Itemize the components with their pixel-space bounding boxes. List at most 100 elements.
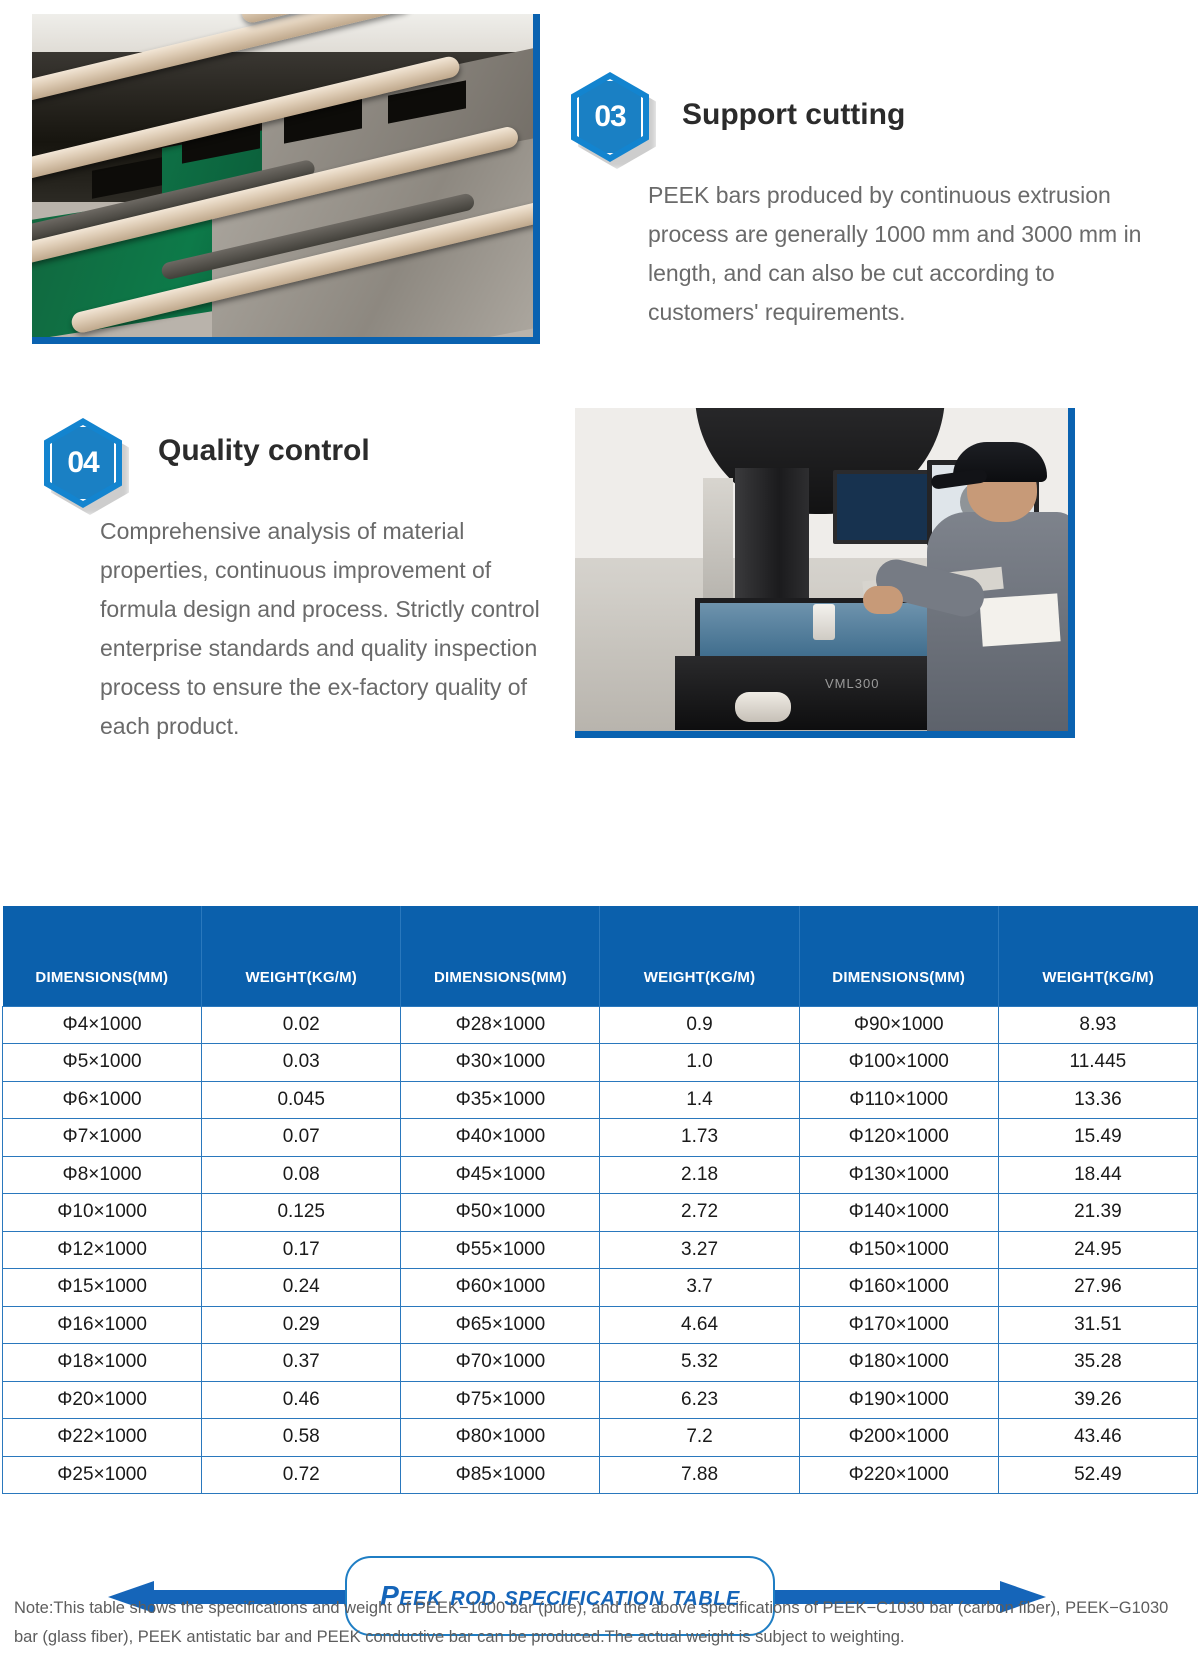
table-row: Φ5×1000 0.03 Φ30×1000 1.0 Φ100×1000 11.445	[1, 1043, 1199, 1082]
section-title-support-cutting: Support cutting	[682, 98, 906, 131]
photo-quality-inspection: VML300	[575, 408, 1075, 738]
section-body-support-cutting: PEEK bars produced by continuous extrusi…	[648, 182, 1142, 325]
table-cell: Φ180×1000	[798, 1343, 999, 1382]
table-cell: 21.39	[997, 1193, 1199, 1232]
table-cell: 13.36	[997, 1080, 1199, 1119]
table-cell: Φ5×1000	[1, 1043, 203, 1082]
table-cell: 0.29	[201, 1305, 402, 1344]
photo-peek-rods-conveyor	[32, 14, 540, 344]
table-cell: 1.0	[599, 1043, 800, 1082]
table-footnote: Note:This table shows the specifications…	[14, 1599, 1169, 1646]
table-cell: Φ65×1000	[400, 1305, 601, 1344]
table-cell: 35.28	[997, 1343, 1199, 1382]
banner-title: Peek rod specification table	[380, 1580, 740, 1611]
table-cell: 8.93	[997, 1005, 1199, 1044]
table-cell: 6.23	[599, 1380, 800, 1419]
step-badge-04: 04	[44, 418, 129, 515]
table-cell: Φ20×1000	[1, 1380, 203, 1419]
table-cell: 24.95	[997, 1230, 1199, 1269]
table-cell: Φ70×1000	[400, 1343, 601, 1382]
table-cell: Φ28×1000	[400, 1005, 601, 1044]
photo-monitor-left	[833, 470, 931, 544]
table-cell: 1.4	[599, 1080, 800, 1119]
photo-operator-hand	[863, 586, 903, 614]
table-header-cell: DIMENSIONS(MM)	[400, 906, 601, 1006]
photo-paper-sheet	[979, 593, 1061, 647]
table-cell: 52.49	[997, 1455, 1199, 1494]
table-cell: 2.72	[599, 1193, 800, 1232]
table-cell: 31.51	[997, 1305, 1199, 1344]
table-cell: Φ25×1000	[1, 1455, 203, 1494]
table-row: Φ8×1000 0.08 Φ45×1000 2.18 Φ130×1000 18.44	[1, 1155, 1199, 1194]
table-cell: Φ12×1000	[1, 1230, 203, 1269]
table-header-cell: WEIGHT(KG/M)	[599, 906, 800, 1006]
arrow-left-icon	[108, 1581, 154, 1613]
table-cell: 2.18	[599, 1155, 800, 1194]
spec-table-banner: Peek rod specification table	[0, 780, 1200, 1636]
table-cell: 0.46	[201, 1380, 402, 1419]
arrow-right-shaft	[775, 1590, 1003, 1604]
table-cell: Φ190×1000	[798, 1380, 999, 1419]
table-row: Φ18×1000 0.37 Φ70×1000 5.32 Φ180×1000 35.28	[1, 1343, 1199, 1382]
table-cell: 0.03	[201, 1043, 402, 1082]
table-cell: Φ75×1000	[400, 1380, 601, 1419]
table-cell: 0.02	[201, 1005, 402, 1044]
table-cell: Φ100×1000	[798, 1043, 999, 1082]
table-header-cell: WEIGHT(KG/M)	[201, 906, 402, 1006]
table-cell: 43.46	[997, 1418, 1199, 1457]
table-cell: Φ200×1000	[798, 1418, 999, 1457]
table-cell: 0.07	[201, 1118, 402, 1157]
table-row: Φ25×1000 0.72 Φ85×1000 7.88 Φ220×1000 52.49	[1, 1455, 1199, 1494]
table-row: Φ22×1000 0.58 Φ80×1000 7.2 Φ200×1000 43.46	[1, 1418, 1199, 1457]
table-cell: 0.17	[201, 1230, 402, 1269]
table-cell: Φ10×1000	[1, 1193, 203, 1232]
table-cell: Φ8×1000	[1, 1155, 203, 1194]
table-cell: 7.2	[599, 1418, 800, 1457]
section-title-quality-control: Quality control	[158, 434, 370, 467]
photo-sample-part	[813, 604, 835, 640]
table-cell: Φ50×1000	[400, 1193, 601, 1232]
peek-rod-spec-table: DIMENSIONS(MM) WEIGHT(KG/M) DIMENSIONS(M…	[1, 906, 1199, 1494]
step-number-03: 03	[594, 100, 626, 133]
table-cell: Φ7×1000	[1, 1118, 203, 1157]
section-support-cutting: 03 Support cutting PEEK bars produced by…	[0, 0, 1200, 390]
table-cell: Φ160×1000	[798, 1268, 999, 1307]
table-cell: 39.26	[997, 1380, 1199, 1419]
table-row: Φ4×1000 0.02 Φ28×1000 0.9 Φ90×1000 8.93	[1, 1005, 1199, 1044]
table-cell: Φ120×1000	[798, 1118, 999, 1157]
table-cell: Φ60×1000	[400, 1268, 601, 1307]
table-cell: 3.7	[599, 1268, 800, 1307]
table-cell: Φ85×1000	[400, 1455, 601, 1494]
table-cell: Φ90×1000	[798, 1005, 999, 1044]
table-cell: 4.64	[599, 1305, 800, 1344]
table-header-cell: DIMENSIONS(MM)	[799, 906, 999, 1006]
table-row: Φ16×1000 0.29 Φ65×1000 4.64 Φ170×1000 31.51	[1, 1305, 1199, 1344]
table-header-row: DIMENSIONS(MM) WEIGHT(KG/M) DIMENSIONS(M…	[2, 906, 1198, 1006]
table-cell: 0.125	[201, 1193, 402, 1232]
table-cell: Φ140×1000	[798, 1193, 999, 1232]
table-row: Φ7×1000 0.07 Φ40×1000 1.73 Φ120×1000 15.49	[1, 1118, 1199, 1157]
table-cell: 0.9	[599, 1005, 800, 1044]
table-cell: Φ170×1000	[798, 1305, 999, 1344]
table-cell: 27.96	[997, 1268, 1199, 1307]
table-cell: 0.72	[201, 1455, 402, 1494]
table-cell: Φ22×1000	[1, 1418, 203, 1457]
arrow-right-icon	[1000, 1581, 1046, 1613]
table-cell: Φ220×1000	[798, 1455, 999, 1494]
table-cell: Φ16×1000	[1, 1305, 203, 1344]
step-badge-03: 03	[571, 72, 656, 169]
arrow-left-shaft	[152, 1590, 362, 1604]
table-row: Φ6×1000 0.045 Φ35×1000 1.4 Φ110×1000 13.36	[1, 1080, 1199, 1119]
table-cell: Φ80×1000	[400, 1418, 601, 1457]
table-cell: Φ55×1000	[400, 1230, 601, 1269]
table-cell: 0.045	[201, 1080, 402, 1119]
table-row: Φ15×1000 0.24 Φ60×1000 3.7 Φ160×1000 27.96	[1, 1268, 1199, 1307]
table-cell: Φ6×1000	[1, 1080, 203, 1119]
table-cell: 1.73	[599, 1118, 800, 1157]
table-body: Φ4×1000 0.02 Φ28×1000 0.9 Φ90×1000 8.93 Φ5×100…	[1, 1005, 1199, 1494]
table-cell: 3.27	[599, 1230, 800, 1269]
table-cell: 0.37	[201, 1343, 402, 1382]
table-cell: 18.44	[997, 1155, 1199, 1194]
step-number-04: 04	[67, 446, 99, 479]
